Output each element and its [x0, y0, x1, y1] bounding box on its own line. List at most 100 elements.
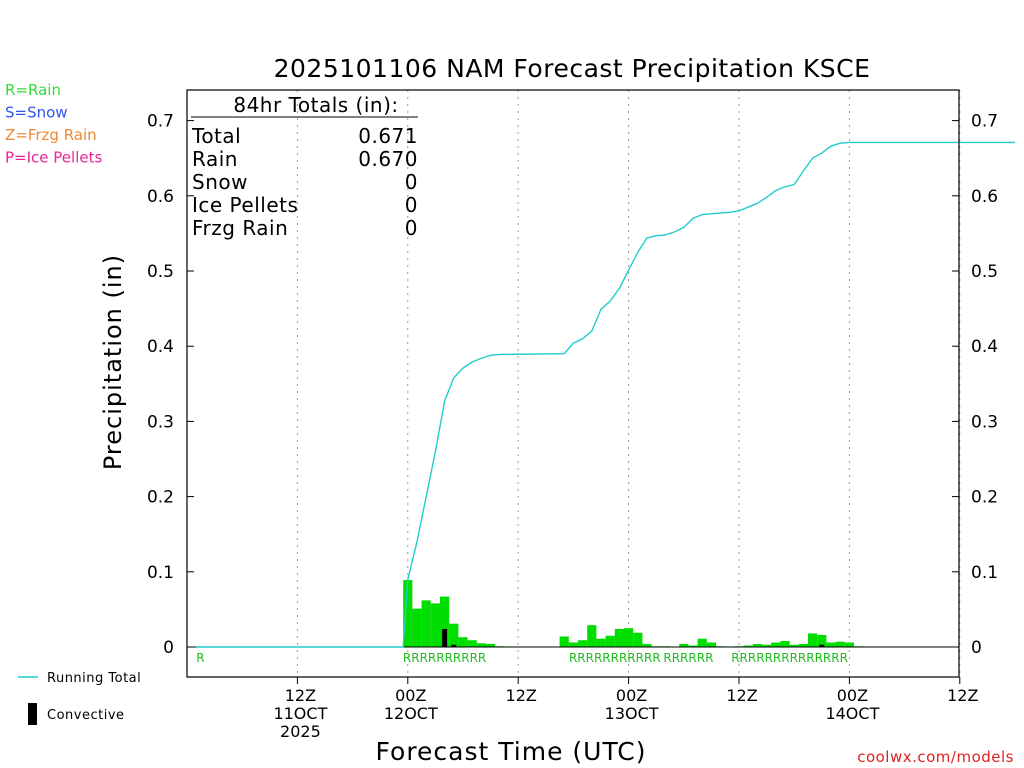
- precip-bar: [688, 645, 698, 647]
- convective-bar: [819, 644, 825, 647]
- y-tick-label: 0.7: [147, 112, 174, 132]
- y-tick-label: 0.3: [147, 412, 174, 432]
- precip-bar: [679, 643, 689, 647]
- ptype-legend-entry: P=Ice Pellets: [5, 149, 102, 167]
- precip-bar: [458, 637, 468, 647]
- bars: [403, 580, 864, 647]
- plot-area: R RRRRRRRRRR RRRRRRRRRRR RRRRRR RRRRRRRRRRRR…: [186, 89, 1015, 678]
- x-tick-label: 12Z: [285, 686, 316, 705]
- running-total-line: [196, 141, 1015, 648]
- precip-bar: [559, 636, 569, 647]
- x-tick-label: 13OCT: [605, 704, 659, 723]
- precip-bar: [412, 608, 422, 647]
- precip-bar: [789, 644, 799, 647]
- y-axis-label: Precipitation (in): [99, 254, 127, 470]
- left-y-axis: 0 0.1 0.2 0.3 0.4 0.5 0.6 0.7: [147, 112, 194, 658]
- y-tick-label: 0.6: [147, 187, 174, 207]
- y-tick-label-right: 0: [971, 638, 982, 658]
- rain-marker: R: [196, 651, 204, 665]
- precip-bar: [430, 603, 440, 647]
- right-y-axis: 0 0.1 0.2 0.3 0.4 0.5 0.6 0.7: [952, 112, 998, 658]
- precip-bar: [476, 643, 486, 647]
- totals-row-label: Rain: [192, 147, 238, 171]
- rain-marker: RRRRRRRRRR: [403, 651, 486, 665]
- rain-marker: RRRRRRRRRRR: [569, 651, 661, 665]
- chart-title: 2025101106 NAM Forecast Precipitation KS…: [274, 54, 871, 83]
- x-tick-label: 00Z: [395, 686, 426, 705]
- precip-bar: [642, 643, 652, 647]
- y-tick-label-right: 0.1: [971, 563, 998, 583]
- precip-bar: [614, 628, 624, 647]
- totals-row-label: Total: [191, 124, 241, 148]
- x-gridlines: [296, 90, 961, 677]
- precip-bar: [808, 633, 818, 647]
- rain-marker: RRRRRR: [663, 651, 713, 665]
- totals-row-value: 0: [405, 216, 418, 240]
- precip-bar: [697, 638, 707, 647]
- y-tick-label-right: 0.2: [971, 488, 998, 508]
- ptype-legend: R=Rain S=Snow Z=Frzg Rain P=Ice Pellets: [5, 81, 102, 167]
- y-tick-label: 0.2: [147, 488, 174, 508]
- precip-bar: [844, 642, 854, 647]
- precip-bar: [835, 641, 845, 647]
- precip-bar: [633, 632, 643, 647]
- ptype-legend-entry: S=Snow: [5, 104, 68, 122]
- x-tick-label: 14OCT: [825, 704, 879, 723]
- y-tick-label: 0: [163, 638, 174, 658]
- precip-bar: [752, 643, 762, 647]
- convective-legend-swatch: [28, 703, 37, 725]
- precip-bar: [624, 628, 634, 647]
- precip-bar: [605, 635, 615, 647]
- y-tick-label: 0.4: [147, 337, 174, 357]
- x-axis-label: Forecast Time (UTC): [376, 737, 647, 766]
- convective-bar: [442, 628, 448, 647]
- precip-bar: [826, 642, 836, 647]
- x-tick-label: 12Z: [726, 686, 757, 705]
- y-tick-label-right: 0.3: [971, 412, 998, 432]
- convective-bar: [451, 644, 457, 647]
- precip-bar: [780, 640, 790, 647]
- precip-bar: [486, 643, 496, 647]
- precip-bar: [440, 596, 450, 647]
- precip-bar: [798, 643, 808, 647]
- y-tick-label: 0.1: [147, 563, 174, 583]
- x-tick-label: 2025: [280, 722, 321, 741]
- precip-bar: [449, 623, 459, 647]
- precip-bar: [817, 634, 827, 647]
- totals-row-value: 0.670: [358, 147, 418, 171]
- precip-bar: [578, 640, 588, 647]
- credit-link[interactable]: coolwx.com/models: [857, 748, 1014, 766]
- precip-bar: [771, 642, 781, 647]
- rain-markers: R RRRRRRRRRR RRRRRRRRRRR RRRRRR RRRRRRRRRRRR…: [196, 651, 848, 665]
- precip-bar: [403, 580, 413, 647]
- x-tick-label: 12Z: [506, 686, 537, 705]
- totals-row-label: Snow: [192, 170, 248, 194]
- convective-bars: [442, 628, 825, 647]
- rain-marker: RRRRRRRRRRRRRR: [731, 651, 848, 665]
- y-tick-label: 0.5: [147, 262, 174, 282]
- ptype-legend-entry: Z=Frzg Rain: [5, 126, 97, 144]
- line-legend-label: Convective: [47, 708, 125, 723]
- plot-frame: [186, 89, 960, 678]
- totals-row-value: 0.671: [358, 124, 418, 148]
- precip-bar: [596, 638, 606, 647]
- y-tick-label-right: 0.7: [971, 112, 998, 132]
- x-tick-label: 12Z: [947, 686, 978, 705]
- precip-bar: [762, 644, 772, 647]
- totals-heading: 84hr Totals (in):: [233, 93, 398, 117]
- totals-row-label: Ice Pellets: [192, 193, 298, 217]
- x-tick-label: 12OCT: [384, 704, 438, 723]
- ptype-legend-entry: R=Rain: [5, 81, 61, 99]
- precip-bar: [706, 642, 716, 647]
- totals-row-value: 0: [405, 170, 418, 194]
- line-legend: Running Total Convective: [18, 671, 141, 725]
- totals-box: 84hr Totals (in): Total 0.671 Rain 0.670 Sno…: [191, 93, 418, 240]
- x-tick-label: 11OCT: [273, 704, 327, 723]
- x-tick-label: 00Z: [616, 686, 647, 705]
- precip-bar: [568, 642, 578, 647]
- precip-bar: [587, 625, 597, 647]
- totals-row-value: 0: [405, 193, 418, 217]
- y-tick-label-right: 0.6: [971, 187, 998, 207]
